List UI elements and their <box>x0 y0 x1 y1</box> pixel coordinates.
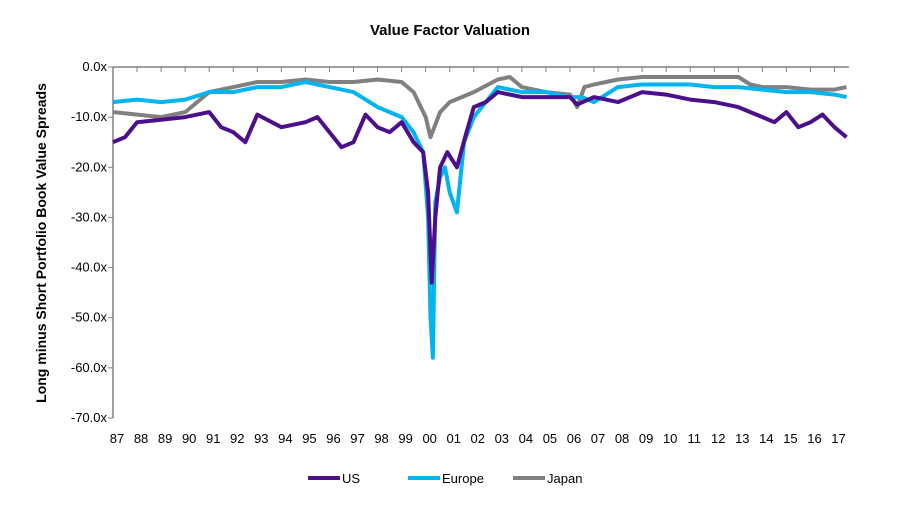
x-tick-label: 14 <box>759 431 773 446</box>
x-tick-label: 13 <box>735 431 749 446</box>
x-tick-label: 98 <box>374 431 388 446</box>
series-line-us <box>112 90 848 285</box>
series-lines <box>112 75 848 360</box>
y-tick-label: -30.0x <box>71 209 108 224</box>
x-tick-label: 88 <box>134 431 148 446</box>
x-tick-label: 89 <box>158 431 172 446</box>
legend-label-europe: Europe <box>442 471 484 486</box>
x-tick-label: 93 <box>254 431 268 446</box>
y-tick-label: -70.0x <box>71 410 108 425</box>
x-tick-label: 12 <box>711 431 725 446</box>
x-tick-label: 91 <box>206 431 220 446</box>
x-tick-label: 01 <box>446 431 460 446</box>
x-tick-label: 97 <box>350 431 364 446</box>
x-tick-label: 08 <box>615 431 629 446</box>
legend-label-us: US <box>342 471 360 486</box>
y-tick-label: -40.0x <box>71 260 108 275</box>
x-tick-label: 09 <box>639 431 653 446</box>
x-tick-label: 17 <box>831 431 845 446</box>
chart-title: Value Factor Valuation <box>370 22 530 39</box>
y-tick-label: -50.0x <box>71 310 108 325</box>
x-tick-label: 11 <box>687 431 701 446</box>
x-tick-label: 05 <box>543 431 557 446</box>
x-tick-label: 03 <box>495 431 509 446</box>
y-tick-label: -10.0x <box>71 109 108 124</box>
x-tick-label: 04 <box>519 431 533 446</box>
series-line-europe <box>112 80 847 360</box>
x-tick-label: 16 <box>807 431 821 446</box>
y-axis-label: Long minus Short Portfolio Book Value Sp… <box>33 83 49 403</box>
y-tick-label: -20.0x <box>71 159 108 174</box>
x-tick-label: 92 <box>230 431 244 446</box>
legend: US Europe Japan <box>308 471 582 486</box>
axes: 0.0x -10.0x -20.0x -30.0x -40.0x -50.0x -60.0x… <box>71 59 849 446</box>
x-tick-label: 00 <box>422 431 436 446</box>
x-tick-label: 10 <box>663 431 677 446</box>
x-tick-label: 94 <box>278 431 292 446</box>
x-tick-label: 90 <box>182 431 196 446</box>
legend-label-japan: Japan <box>547 471 582 486</box>
x-tick-label: 96 <box>326 431 340 446</box>
x-tick-label: 15 <box>783 431 797 446</box>
x-tick-label: 02 <box>471 431 485 446</box>
x-tick-label: 99 <box>398 431 412 446</box>
x-tick-label: 95 <box>302 431 316 446</box>
x-tick-label: 07 <box>591 431 605 446</box>
x-tick-label: 06 <box>567 431 581 446</box>
series-line-japan <box>112 75 847 140</box>
y-tick-label: -60.0x <box>71 360 108 375</box>
y-tick-label: 0.0x <box>82 59 107 74</box>
x-tick-label: 87 <box>110 431 124 446</box>
